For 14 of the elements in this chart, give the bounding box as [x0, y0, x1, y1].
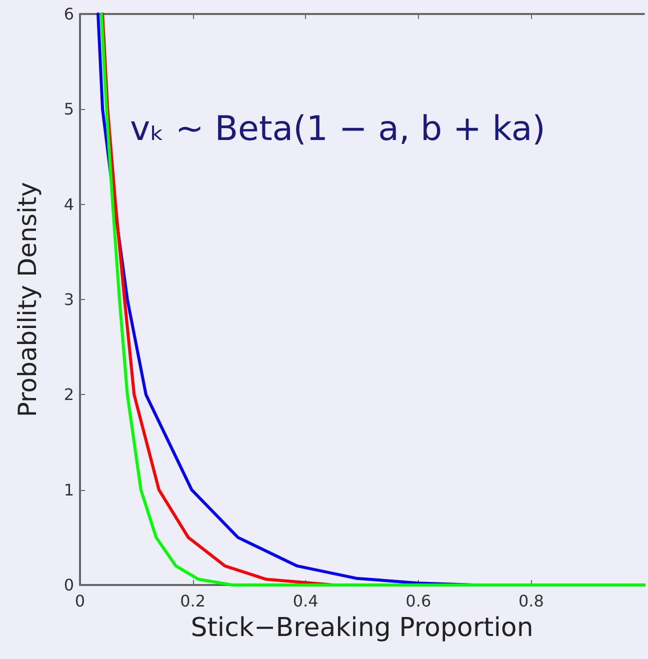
- y-tick-label: 0: [64, 576, 74, 594]
- y-tick-label: 2: [64, 385, 74, 404]
- x-tick-label: 0.4: [292, 592, 318, 610]
- x-tick-label: 0.8: [518, 592, 544, 610]
- y-tick-label: 5: [64, 100, 74, 119]
- annotation: vₖ ∼ Beta(1 − a, b + ka): [130, 109, 546, 149]
- y-axis-title: Probability Density: [13, 182, 42, 418]
- x-tick-label: 0.2: [180, 592, 206, 610]
- y-tick-label: 3: [64, 290, 74, 309]
- y-tick-label: 6: [64, 4, 74, 24]
- x-tick-label: 0.6: [406, 592, 432, 610]
- x-axis-title: Stick−Breaking Proportion: [190, 613, 534, 643]
- y-tick-label: 4: [64, 194, 74, 214]
- y-tick-label: 1: [64, 480, 74, 500]
